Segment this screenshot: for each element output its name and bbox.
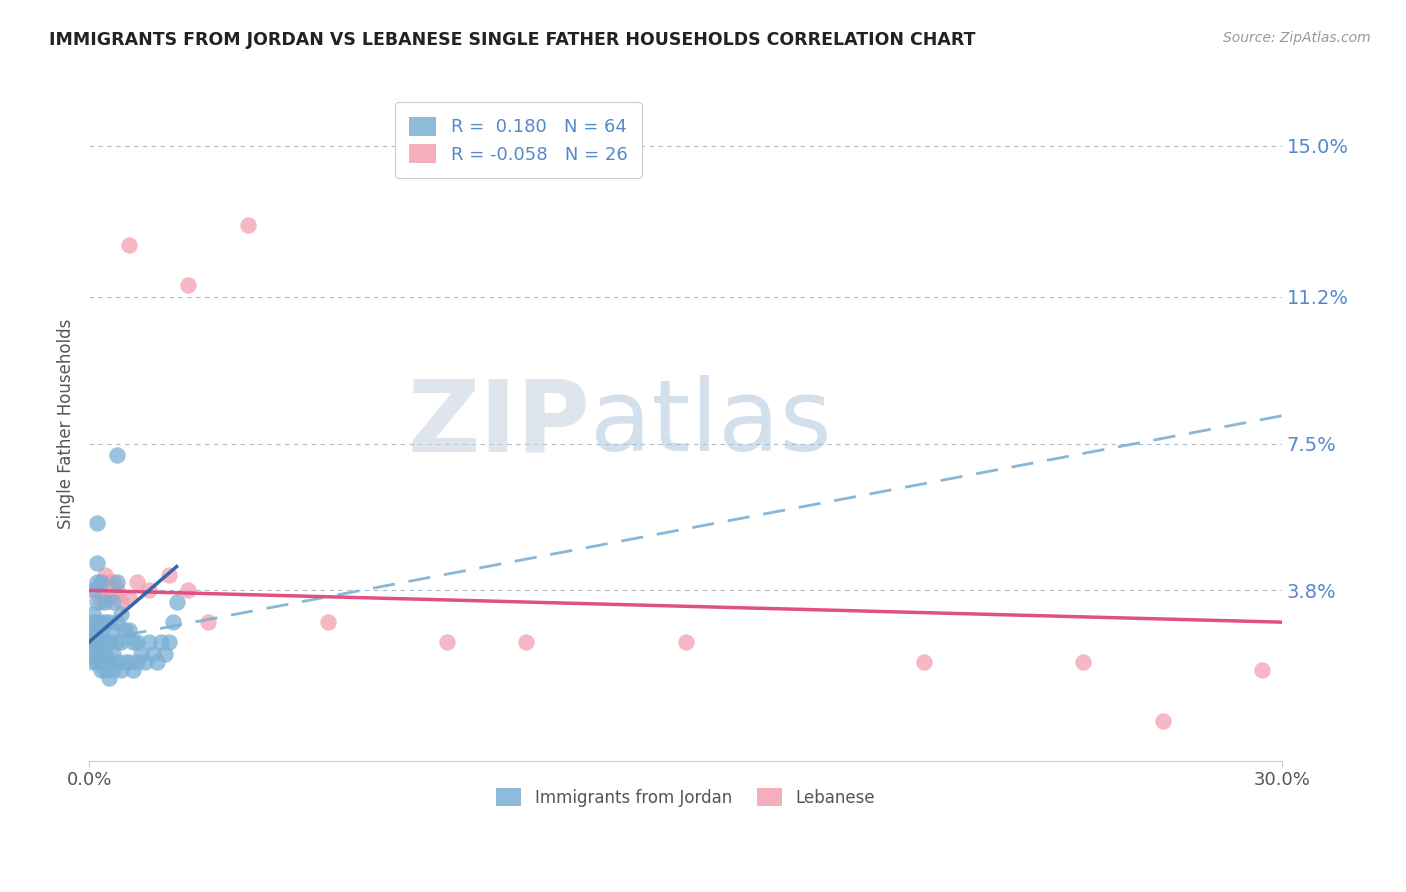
Text: atlas: atlas — [591, 376, 832, 472]
Point — [82, 635, 104, 649]
Y-axis label: Single Father Households: Single Father Households — [58, 318, 75, 529]
Point — [105, 635, 128, 649]
Point — [90, 595, 112, 609]
Point — [86, 516, 108, 530]
Text: Source: ZipAtlas.com: Source: ZipAtlas.com — [1223, 31, 1371, 45]
Point — [105, 575, 128, 590]
Point — [436, 635, 458, 649]
Point — [90, 635, 112, 649]
Point — [86, 615, 108, 629]
Point — [90, 615, 112, 629]
Point — [121, 635, 143, 649]
Point — [142, 647, 165, 661]
Point — [110, 607, 132, 622]
Point — [90, 623, 112, 637]
Point — [97, 671, 120, 685]
Point — [1071, 655, 1094, 669]
Point — [110, 635, 132, 649]
Point — [105, 583, 128, 598]
Point — [316, 615, 339, 629]
Point — [94, 567, 117, 582]
Text: ZIP: ZIP — [408, 376, 591, 472]
Point — [110, 663, 132, 677]
Point — [86, 647, 108, 661]
Point — [97, 635, 120, 649]
Point — [162, 615, 184, 629]
Point — [118, 238, 141, 252]
Point — [121, 663, 143, 677]
Point — [125, 635, 148, 649]
Point — [177, 277, 200, 292]
Point — [157, 567, 180, 582]
Point — [125, 655, 148, 669]
Point — [86, 655, 108, 669]
Point — [166, 595, 188, 609]
Point — [82, 607, 104, 622]
Text: IMMIGRANTS FROM JORDAN VS LEBANESE SINGLE FATHER HOUSEHOLDS CORRELATION CHART: IMMIGRANTS FROM JORDAN VS LEBANESE SINGL… — [49, 31, 976, 49]
Point — [94, 635, 117, 649]
Point — [90, 655, 112, 669]
Point — [153, 647, 176, 661]
Point — [129, 647, 152, 661]
Point — [101, 595, 124, 609]
Point — [94, 615, 117, 629]
Point — [114, 655, 136, 669]
Point — [101, 647, 124, 661]
Point — [94, 595, 117, 609]
Point — [101, 663, 124, 677]
Point — [94, 655, 117, 669]
Point — [138, 583, 160, 598]
Point — [1152, 714, 1174, 729]
Point — [114, 623, 136, 637]
Point — [86, 575, 108, 590]
Point — [236, 219, 259, 233]
Point — [118, 655, 141, 669]
Point — [97, 575, 120, 590]
Point — [90, 663, 112, 677]
Point — [86, 623, 108, 637]
Point — [101, 575, 124, 590]
Point — [138, 635, 160, 649]
Point — [118, 591, 141, 606]
Legend: Immigrants from Jordan, Lebanese: Immigrants from Jordan, Lebanese — [489, 781, 882, 814]
Point — [82, 647, 104, 661]
Point — [94, 583, 117, 598]
Point — [86, 595, 108, 609]
Point — [177, 583, 200, 598]
Point — [94, 647, 117, 661]
Point — [125, 575, 148, 590]
Point — [97, 615, 120, 629]
Point — [97, 655, 120, 669]
Point — [82, 631, 104, 645]
Point — [157, 635, 180, 649]
Point — [82, 655, 104, 669]
Point — [86, 583, 108, 598]
Point — [86, 631, 108, 645]
Point — [118, 623, 141, 637]
Point — [86, 556, 108, 570]
Point — [145, 655, 167, 669]
Point — [912, 655, 935, 669]
Point — [197, 615, 219, 629]
Point — [675, 635, 697, 649]
Point — [101, 623, 124, 637]
Point — [94, 663, 117, 677]
Point — [82, 583, 104, 598]
Point — [110, 595, 132, 609]
Point — [149, 635, 172, 649]
Point — [105, 449, 128, 463]
Point — [515, 635, 537, 649]
Point — [105, 655, 128, 669]
Point — [90, 575, 112, 590]
Point — [90, 575, 112, 590]
Point — [90, 647, 112, 661]
Point — [97, 591, 120, 606]
Point — [82, 615, 104, 629]
Point — [1251, 663, 1274, 677]
Point — [101, 583, 124, 598]
Point — [134, 655, 156, 669]
Point — [82, 623, 104, 637]
Point — [86, 639, 108, 653]
Point — [105, 615, 128, 629]
